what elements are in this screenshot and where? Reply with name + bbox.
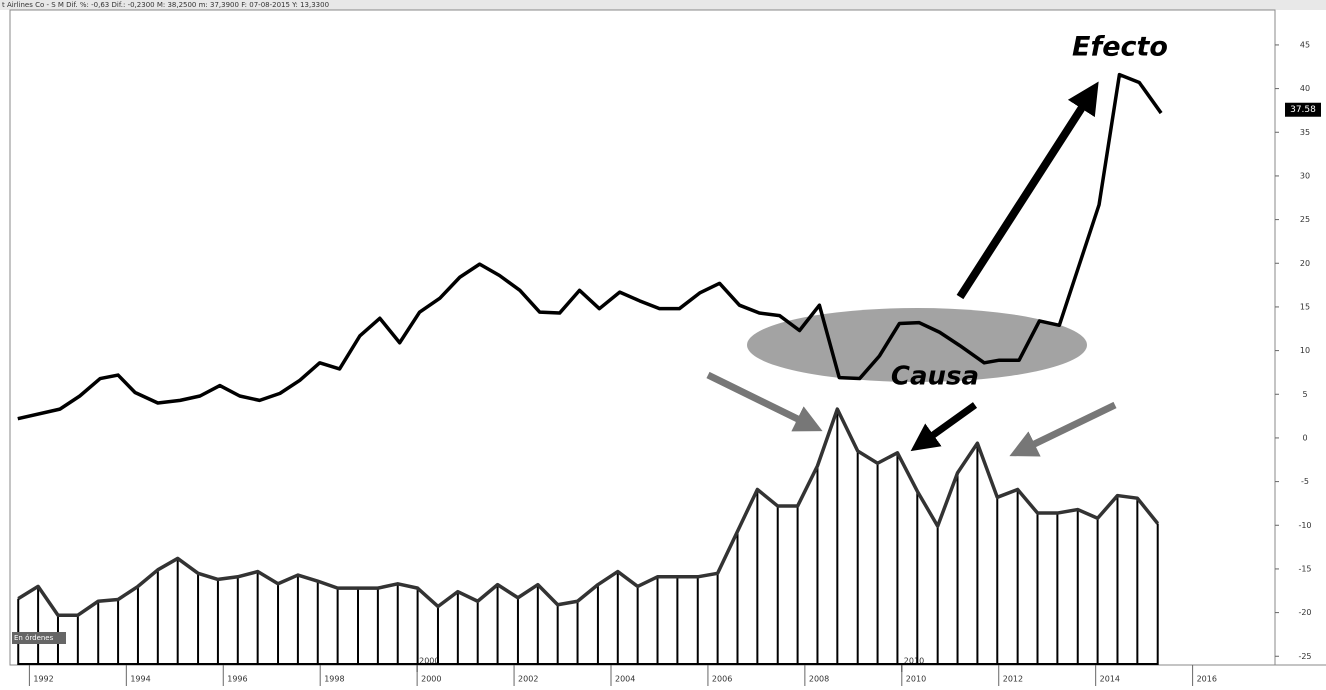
panel-label-bg: [12, 632, 66, 644]
y-tick-label: 15: [1300, 302, 1310, 311]
y-tick-label: 20: [1300, 259, 1310, 268]
x-tick-label: 1996: [227, 675, 247, 684]
y-tick-label: -25: [1298, 652, 1311, 661]
y-tick-label: 10: [1300, 346, 1310, 355]
panel-label: En órdenes: [14, 634, 54, 642]
last-price-label: 37.58: [1290, 105, 1316, 115]
y-tick-label: 25: [1300, 215, 1310, 224]
header-text: t Airlines Co - S M Dif. %: -0,63 Dif.: …: [2, 1, 329, 9]
x-tick-label: 2016: [1197, 675, 1217, 684]
x-tick-label: 2006: [712, 675, 732, 684]
x-tick-label: 1992: [33, 675, 53, 684]
y-tick-label: -15: [1298, 564, 1311, 573]
x-major-label: 2010: [904, 657, 924, 666]
x-tick-label: 2000: [421, 675, 441, 684]
x-major-label: 2000: [419, 657, 439, 666]
y-tick-label: 45: [1300, 40, 1310, 49]
y-tick-label: -20: [1298, 608, 1311, 617]
arrow: [910, 402, 978, 452]
y-tick-label: 5: [1302, 390, 1307, 399]
arrow: [956, 81, 1099, 300]
highlight-ellipse: [747, 308, 1087, 382]
annotation: Causa: [891, 362, 979, 392]
x-tick-label: 2004: [615, 675, 635, 684]
x-tick-label: 2008: [809, 675, 829, 684]
x-tick-label: 2002: [518, 675, 538, 684]
y-tick-label: 40: [1300, 84, 1310, 93]
bar-outline: [17, 407, 1160, 617]
x-tick-label: 1998: [324, 675, 344, 684]
arrow: [1009, 401, 1117, 457]
y-tick-label: -10: [1298, 521, 1311, 530]
arrow: [706, 371, 823, 432]
y-tick-label: 30: [1300, 171, 1310, 180]
y-tick-label: 35: [1300, 128, 1310, 137]
price-line: [17, 72, 1163, 421]
y-tick-label: 0: [1302, 433, 1307, 442]
last-price-tag: [1285, 102, 1321, 117]
y-tick-label: -5: [1301, 477, 1309, 486]
x-tick-label: 1994: [130, 675, 150, 684]
annotation: Efecto: [1072, 32, 1168, 63]
header-bar: [0, 0, 1326, 10]
x-tick-label: 2014: [1100, 675, 1120, 684]
x-tick-label: 2012: [1003, 675, 1023, 684]
x-tick-label: 2010: [906, 675, 926, 684]
